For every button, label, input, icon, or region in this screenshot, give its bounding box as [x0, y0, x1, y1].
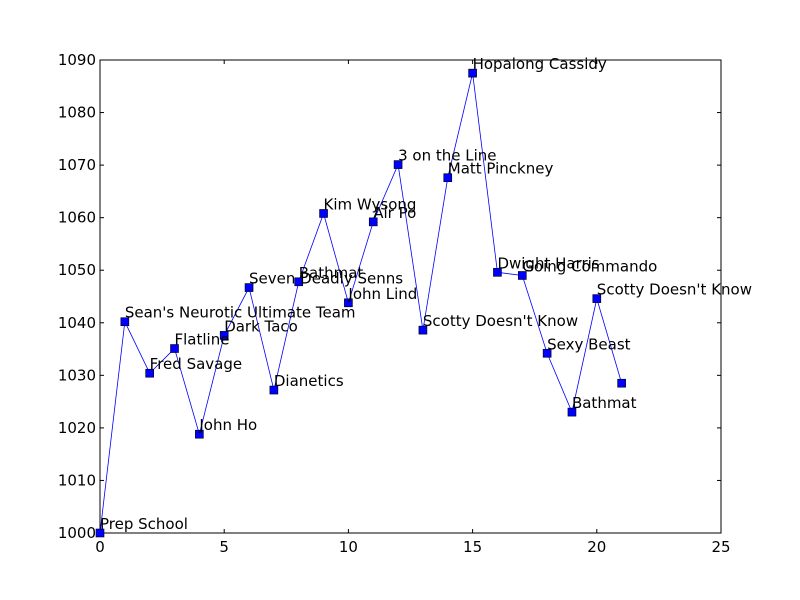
- data-point: [95, 528, 105, 538]
- y-tick-label: 1000: [58, 524, 96, 542]
- x-tick-label: 25: [711, 538, 730, 556]
- data-point: [195, 429, 204, 439]
- point-label: Dwight Harris: [497, 254, 599, 272]
- data-point: [219, 331, 229, 340]
- point-label: Dianetics: [274, 372, 344, 390]
- data-point: [368, 217, 378, 227]
- point-label: Scotty Doesn't Know: [597, 281, 752, 299]
- point-label: Hopalong Cassidy: [473, 55, 607, 73]
- data-point: [592, 294, 602, 303]
- x-tick-label: 20: [587, 538, 606, 556]
- y-tick-label: 1040: [58, 314, 96, 332]
- point-label: Sean's Neurotic Ultimate Team: [125, 304, 356, 322]
- x-tick-label: 5: [219, 538, 229, 556]
- axes-frame: [99, 59, 722, 534]
- data-point: [617, 378, 626, 388]
- data-point: [468, 68, 477, 78]
- data-point: [443, 173, 453, 183]
- point-label: John Lind: [347, 285, 417, 303]
- y-tick-label: 1090: [58, 51, 96, 69]
- data-point: [170, 344, 179, 353]
- point-label: Dark Taco: [224, 317, 298, 335]
- point-label: Sexy Beast: [547, 335, 631, 353]
- data-point: [269, 385, 279, 395]
- point-label: Bathmat: [572, 394, 637, 412]
- y-tick-label: 1080: [58, 104, 96, 122]
- point-label: Seven Deadly Senns: [249, 270, 403, 288]
- point-label: Kim Wysong: [324, 195, 417, 213]
- data-point: [120, 317, 130, 327]
- point-label: Air Po: [373, 204, 416, 222]
- plot-area: 0 5 10 15 20 25 1000 1010 1020 1030 1040 1050 1060 10…: [58, 51, 752, 556]
- data-point: [393, 160, 403, 169]
- x-tick-label: 10: [339, 538, 358, 556]
- point-label: Going Commando: [522, 257, 657, 275]
- point-label: Prep School: [100, 515, 188, 533]
- y-tick-label: 1070: [58, 156, 96, 174]
- data-point: [344, 298, 353, 308]
- data-point: [493, 268, 502, 277]
- point-label: Flatline: [175, 331, 230, 349]
- point-label: Fred Savage: [150, 355, 242, 373]
- data-point: [542, 348, 552, 358]
- data-point: [567, 407, 577, 417]
- point-label: Matt Pinckney: [448, 160, 554, 178]
- x-tick-label: 0: [95, 538, 105, 556]
- data-point: [319, 209, 328, 218]
- series-line: [99, 73, 623, 534]
- x-tick-label: 15: [463, 538, 482, 556]
- point-label: 3 on the Line: [398, 147, 496, 165]
- data-point: [145, 368, 154, 378]
- point-label: Scotty Doesn't Know: [423, 312, 578, 330]
- data-point: [244, 283, 254, 292]
- data-point: [418, 325, 428, 335]
- y-tick-label: 1060: [58, 209, 96, 227]
- y-tick-label: 1020: [58, 419, 96, 437]
- data-point: [294, 277, 304, 287]
- data-point: [517, 271, 527, 280]
- y-tick-label: 1010: [58, 471, 96, 489]
- y-tick-label: 1030: [58, 366, 96, 384]
- y-tick-label: 1050: [58, 261, 96, 279]
- point-label: John Ho: [198, 416, 257, 434]
- point-label: Bathmat: [299, 264, 364, 282]
